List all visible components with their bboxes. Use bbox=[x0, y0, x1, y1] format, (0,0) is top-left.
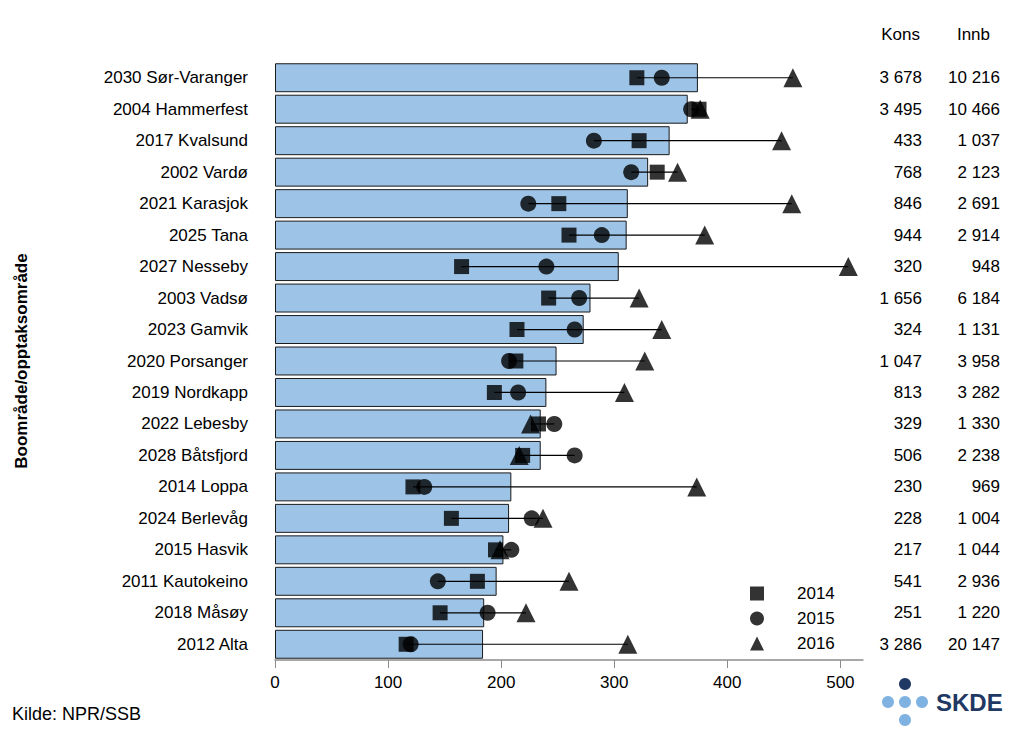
svg-text:969: 969 bbox=[972, 477, 1000, 496]
svg-text:329: 329 bbox=[894, 414, 922, 433]
svg-text:2025 Tana: 2025 Tana bbox=[169, 226, 249, 245]
svg-text:2012 Alta: 2012 Alta bbox=[177, 635, 248, 654]
svg-text:506: 506 bbox=[894, 446, 922, 465]
svg-text:1 004: 1 004 bbox=[957, 509, 1000, 528]
svg-text:2030 Sør-Varanger: 2030 Sør-Varanger bbox=[104, 68, 249, 87]
svg-text:400: 400 bbox=[713, 673, 741, 692]
svg-text:2 914: 2 914 bbox=[957, 226, 1000, 245]
svg-text:2017 Kvalsund: 2017 Kvalsund bbox=[136, 131, 248, 150]
svg-text:1 044: 1 044 bbox=[957, 540, 1000, 559]
svg-text:6 184: 6 184 bbox=[957, 289, 1000, 308]
svg-text:2 691: 2 691 bbox=[957, 194, 1000, 213]
svg-text:2003 Vadsø: 2003 Vadsø bbox=[158, 289, 248, 308]
svg-text:500: 500 bbox=[826, 673, 854, 692]
svg-text:Kilde: NPR/SSB: Kilde: NPR/SSB bbox=[12, 704, 141, 724]
svg-text:200: 200 bbox=[487, 673, 515, 692]
svg-text:2014 Loppa: 2014 Loppa bbox=[158, 477, 248, 496]
svg-text:1 037: 1 037 bbox=[957, 131, 1000, 150]
svg-text:813: 813 bbox=[894, 383, 922, 402]
svg-text:1 656: 1 656 bbox=[879, 289, 922, 308]
svg-text:217: 217 bbox=[894, 540, 922, 559]
svg-text:2028 Båtsfjord: 2028 Båtsfjord bbox=[138, 446, 248, 465]
svg-text:100: 100 bbox=[374, 673, 402, 692]
svg-text:2023 Gamvik: 2023 Gamvik bbox=[148, 320, 249, 339]
svg-text:2 238: 2 238 bbox=[957, 446, 1000, 465]
svg-text:2016: 2016 bbox=[797, 634, 835, 653]
svg-text:10 466: 10 466 bbox=[948, 100, 1000, 119]
svg-text:1 047: 1 047 bbox=[879, 352, 922, 371]
svg-text:433: 433 bbox=[894, 131, 922, 150]
svg-text:2020 Porsanger: 2020 Porsanger bbox=[127, 352, 248, 371]
svg-text:2024 Berlevåg: 2024 Berlevåg bbox=[138, 509, 248, 528]
svg-text:300: 300 bbox=[600, 673, 628, 692]
svg-text:2004 Hammerfest: 2004 Hammerfest bbox=[113, 100, 248, 119]
svg-text:768: 768 bbox=[894, 163, 922, 182]
svg-text:541: 541 bbox=[894, 572, 922, 591]
svg-text:948: 948 bbox=[972, 257, 1000, 276]
svg-text:251: 251 bbox=[894, 603, 922, 622]
svg-text:3 286: 3 286 bbox=[879, 635, 922, 654]
svg-text:1 330: 1 330 bbox=[957, 414, 1000, 433]
svg-text:3 958: 3 958 bbox=[957, 352, 1000, 371]
svg-text:3 678: 3 678 bbox=[879, 68, 922, 87]
svg-text:846: 846 bbox=[894, 194, 922, 213]
svg-text:324: 324 bbox=[894, 320, 922, 339]
svg-text:2015: 2015 bbox=[797, 609, 835, 628]
svg-text:Boområde/opptaksområde: Boområde/opptaksområde bbox=[12, 253, 31, 468]
svg-text:2018 Måsøy: 2018 Måsøy bbox=[154, 603, 248, 622]
svg-text:0: 0 bbox=[270, 673, 279, 692]
svg-text:1 220: 1 220 bbox=[957, 603, 1000, 622]
svg-text:Kons: Kons bbox=[881, 25, 920, 44]
svg-text:2015 Hasvik: 2015 Hasvik bbox=[154, 540, 248, 559]
svg-text:Innb: Innb bbox=[957, 25, 990, 44]
svg-text:944: 944 bbox=[894, 226, 922, 245]
svg-text:2 936: 2 936 bbox=[957, 572, 1000, 591]
svg-text:20 147: 20 147 bbox=[948, 635, 1000, 654]
svg-text:3 282: 3 282 bbox=[957, 383, 1000, 402]
svg-text:2022 Lebesby: 2022 Lebesby bbox=[141, 414, 248, 433]
svg-text:2011 Kautokeino: 2011 Kautokeino bbox=[122, 572, 248, 591]
svg-text:2021 Karasjok: 2021 Karasjok bbox=[139, 194, 248, 213]
svg-text:SKDE: SKDE bbox=[936, 689, 1003, 716]
svg-text:2 123: 2 123 bbox=[957, 163, 1000, 182]
svg-text:2002 Vardø: 2002 Vardø bbox=[160, 163, 248, 182]
svg-text:2014: 2014 bbox=[797, 584, 835, 603]
svg-text:230: 230 bbox=[894, 477, 922, 496]
svg-text:1 131: 1 131 bbox=[957, 320, 1000, 339]
svg-text:2019 Nordkapp: 2019 Nordkapp bbox=[132, 383, 248, 402]
svg-text:2027 Nesseby: 2027 Nesseby bbox=[139, 257, 248, 276]
svg-text:3 495: 3 495 bbox=[879, 100, 922, 119]
svg-text:10 216: 10 216 bbox=[948, 68, 1000, 87]
svg-text:320: 320 bbox=[894, 257, 922, 276]
svg-text:228: 228 bbox=[894, 509, 922, 528]
